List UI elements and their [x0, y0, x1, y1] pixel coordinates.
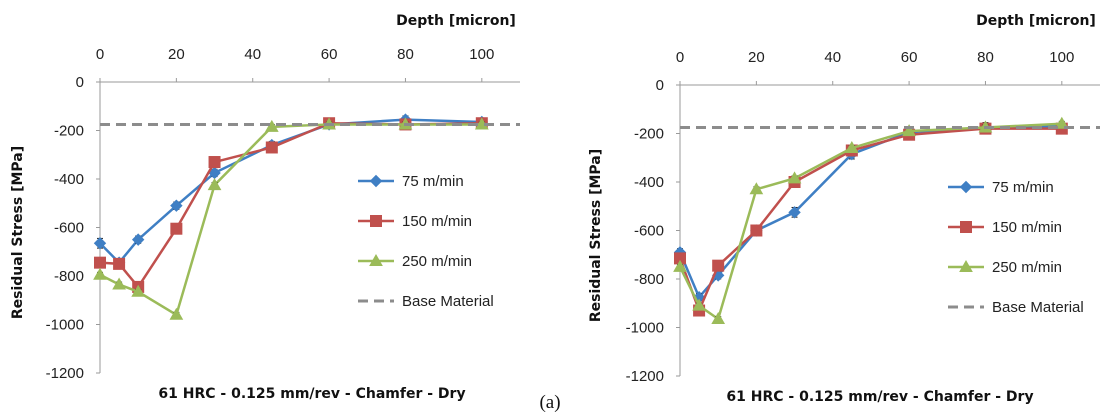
y-axis-title: Residual Stress [MPa] [588, 149, 604, 322]
legend-marker [959, 180, 973, 194]
data-point [207, 178, 222, 191]
x-tick-label: 0 [96, 46, 104, 63]
data-point [1054, 116, 1069, 129]
x-axis-title: Depth [micron] [976, 13, 1096, 29]
data-point [844, 141, 859, 154]
data-point [673, 259, 687, 272]
y-tick-label: -600 [54, 220, 84, 237]
legend-marker [370, 215, 382, 227]
legend-marker [960, 221, 972, 233]
data-point [112, 277, 126, 290]
legend-item-base-material: Base Material [948, 299, 1084, 316]
legend-marker [369, 253, 383, 266]
data-point [902, 124, 916, 137]
data-point [265, 141, 278, 154]
chart-caption: 61 HRC - 0.125 mm/rev - Chamfer - Dry [158, 386, 465, 402]
x-tick-label: 20 [168, 46, 185, 63]
legend-marker [369, 174, 383, 188]
y-tick-label: -200 [54, 123, 84, 140]
x-tick-label: 40 [824, 49, 841, 66]
data-point [711, 312, 726, 325]
y-tick-label: -800 [54, 268, 84, 285]
x-tick-label: 100 [469, 46, 494, 63]
legend-item-75-m-min: 75 m/min [948, 179, 1054, 196]
y-tick-label: -1200 [46, 365, 84, 382]
legend-item-250-m-min: 250 m/min [358, 253, 472, 270]
data-point [169, 307, 184, 320]
chart-right: 0 20 40 60 80 100 0 -200 -400 -600 -800 -1000 -1200 D… [588, 13, 1100, 405]
legend-item-250-m-min: 250 m/min [948, 259, 1062, 276]
y-tick-label: -400 [634, 174, 664, 191]
x-tick-label: 100 [1049, 49, 1074, 66]
chart-left: 0 20 40 60 80 100 0 -200 -400 -600 -800 -1000 -1200 D… [10, 13, 520, 402]
legend-label: Base Material [992, 299, 1084, 316]
data-point [113, 257, 126, 270]
y-tick-label: -800 [634, 271, 664, 288]
data-point [712, 259, 725, 272]
legend-item-base-material: Base Material [358, 293, 494, 310]
chart-caption: 61 HRC - 0.125 mm/rev - Chamfer - Dry [726, 389, 1033, 405]
x-axis-title: Depth [micron] [396, 13, 516, 29]
x-tick-label: 60 [901, 49, 918, 66]
y-tick-label: -600 [634, 223, 664, 240]
data-point [93, 237, 107, 250]
legend-label: 75 m/min [992, 179, 1054, 196]
series-line [99, 118, 482, 265]
data-point [93, 267, 107, 280]
y-tick-label: -400 [54, 171, 84, 188]
legend-item-150-m-min: 150 m/min [948, 219, 1062, 236]
x-tick-label: 20 [748, 49, 765, 66]
y-tick-label: 0 [656, 77, 664, 94]
y-tick-label: 0 [76, 74, 84, 91]
x-tick-label: 40 [244, 46, 261, 63]
legend-label: 250 m/min [992, 259, 1062, 276]
legend-label: 150 m/min [402, 213, 472, 230]
data-point [264, 119, 279, 132]
y-axis-title: Residual Stress [MPa] [10, 146, 26, 319]
data-point [170, 222, 183, 235]
legend-item-75-m-min: 75 m/min [358, 173, 464, 190]
series-75-m-min [93, 113, 489, 269]
legend-label: 75 m/min [402, 173, 464, 190]
data-point [131, 284, 146, 297]
x-tick-label: 0 [676, 49, 684, 66]
x-tick-label: 60 [321, 46, 338, 63]
data-point [131, 233, 145, 246]
x-tick-label: 80 [977, 49, 994, 66]
data-point [749, 182, 764, 195]
series-250-m-min [93, 117, 489, 320]
legend: 75 m/min 150 m/min 250 m/min Base Material [948, 179, 1084, 316]
y-tick-label: -1200 [626, 368, 664, 385]
legend-label: Base Material [402, 293, 494, 310]
data-point [750, 224, 763, 237]
data-point [170, 199, 183, 212]
y-tick-label: -1000 [626, 320, 664, 337]
legend-label: 250 m/min [402, 253, 472, 270]
legend-label: 150 m/min [992, 219, 1062, 236]
data-point [788, 206, 801, 219]
legend-item-150-m-min: 150 m/min [358, 213, 472, 230]
data-point [208, 156, 221, 169]
data-point [692, 298, 706, 311]
legend-marker [959, 259, 973, 272]
y-tick-label: -200 [634, 126, 664, 143]
data-point [787, 171, 802, 184]
y-tick-label: -1000 [46, 317, 84, 334]
panel-label: (a) [539, 392, 560, 412]
x-tick-label: 80 [397, 46, 414, 63]
legend: 75 m/min 150 m/min 250 m/min Base Material [358, 173, 494, 310]
data-point [94, 256, 106, 269]
